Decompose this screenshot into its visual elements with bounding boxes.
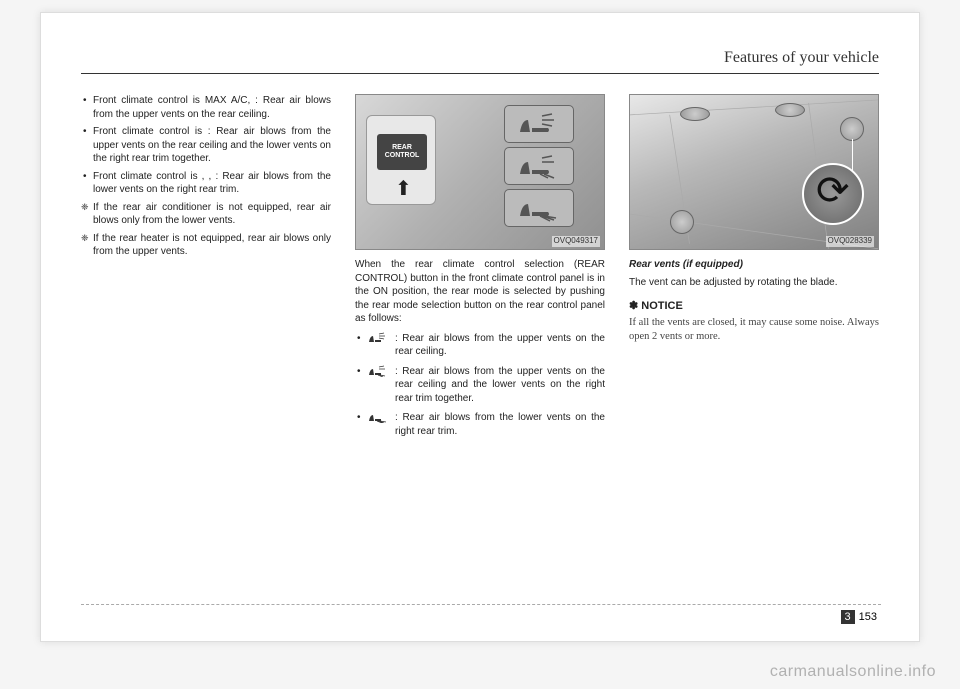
mode-button-bilevel — [504, 147, 574, 185]
figure-label: OVQ049317 — [552, 236, 600, 247]
section-number: 3 — [841, 610, 855, 624]
page-number: 153 — [857, 610, 879, 624]
icon-bullet-text: : Rear air blows from the upper vents on… — [395, 333, 605, 358]
dashed-separator — [81, 604, 881, 605]
rear-control-label-2: CONTROL — [385, 152, 420, 160]
bullet-item: Front climate control is : Rear air blow… — [81, 125, 331, 166]
column-1: Front climate control is MAX A/C, : Rear… — [81, 94, 331, 444]
bullet-list-1: Front climate control is MAX A/C, : Rear… — [81, 94, 331, 197]
seat-floor-icon — [367, 411, 387, 423]
page-footer: 3153 — [841, 611, 879, 623]
notice-heading: ✽ NOTICE — [629, 299, 879, 314]
column-3: ⟳ OVQ028339 Rear vents (if equipped) The… — [629, 94, 879, 444]
header-title: Features of your vehicle — [724, 49, 879, 66]
seat-upper-icon — [367, 332, 387, 344]
manual-page: Features of your vehicle Front climate c… — [40, 12, 920, 642]
figure-rear-vents: ⟳ OVQ028339 — [629, 94, 879, 250]
icon-bullet-list: : Rear air blows from the upper vents on… — [355, 332, 605, 439]
seat-floor-icon — [514, 194, 564, 222]
up-arrow-icon: ⬆ — [395, 176, 412, 203]
icon-bullet-text: : Rear air blows from the upper vents on… — [395, 366, 605, 404]
paragraph: When the rear climate control selection … — [355, 258, 605, 326]
note-item: If the rear air conditioner is not equip… — [81, 201, 331, 228]
notice-text: If all the vents are closed, it may caus… — [629, 316, 879, 344]
vent-marker — [670, 210, 694, 234]
seat-bilevel-icon — [514, 152, 564, 180]
vent-marker — [840, 117, 864, 141]
icon-bullet-item: : Rear air blows from the upper vents on… — [355, 365, 605, 406]
column-2: REAR CONTROL ⬆ — [355, 94, 605, 444]
rear-control-label-1: REAR — [392, 144, 412, 152]
figure-label: OVQ028339 — [826, 236, 874, 247]
rotate-arrows-icon: ⟳ — [816, 171, 850, 211]
page-header: Features of your vehicle — [81, 49, 879, 74]
mode-button-upper — [504, 105, 574, 143]
note-item: If the rear heater is not equipped, rear… — [81, 232, 331, 259]
icon-bullet-item: : Rear air blows from the lower vents on… — [355, 411, 605, 438]
paragraph: The vent can be adjusted by rotating the… — [629, 276, 879, 290]
mode-buttons-group — [504, 105, 574, 227]
icon-bullet-item: : Rear air blows from the upper vents on… — [355, 332, 605, 359]
icon-bullet-text: : Rear air blows from the lower vents on… — [395, 412, 605, 437]
columns-container: Front climate control is MAX A/C, : Rear… — [81, 94, 879, 444]
bullet-item: Front climate control is MAX A/C, : Rear… — [81, 94, 331, 121]
figure-rear-control: REAR CONTROL ⬆ — [355, 94, 605, 250]
vent-marker — [680, 107, 710, 121]
watermark: carmanualsonline.info — [770, 663, 936, 681]
vent-marker — [775, 103, 805, 117]
mode-button-floor — [504, 189, 574, 227]
vent-detail-circle: ⟳ — [802, 163, 864, 225]
bullet-item: Front climate control is , , : Rear air … — [81, 170, 331, 197]
control-panel-drawing: REAR CONTROL ⬆ — [366, 115, 436, 205]
seat-upper-icon — [514, 110, 564, 138]
seat-bilevel-icon — [367, 365, 387, 377]
subheading: Rear vents (if equipped) — [629, 258, 879, 272]
rear-control-button: REAR CONTROL — [377, 134, 427, 170]
